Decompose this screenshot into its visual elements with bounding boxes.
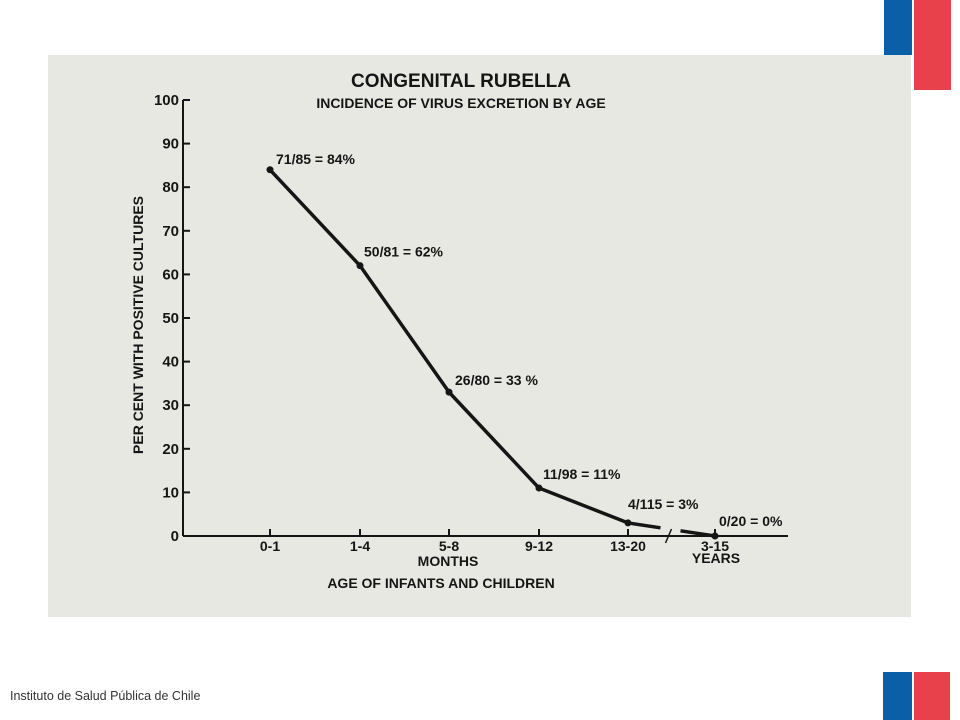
x-group-label-months: MONTHS	[418, 553, 479, 569]
y-tick-label: 50	[162, 310, 179, 327]
y-tick-label: 90	[162, 136, 179, 153]
data-label: 26/80 = 33 %	[455, 372, 538, 388]
y-tick-label: 30	[162, 397, 179, 414]
series-line-segment	[680, 529, 716, 538]
y-tick-label: 20	[162, 441, 179, 458]
y-tick-label: 70	[162, 223, 179, 240]
y-tick-label: 80	[162, 179, 179, 196]
data-label: 4/115 = 3%	[628, 496, 699, 512]
x-tick-label: 5-8	[439, 538, 459, 554]
y-tick-label: 100	[154, 92, 179, 109]
y-tick-label: 0	[171, 528, 179, 545]
data-point	[356, 262, 364, 270]
data-point	[711, 532, 719, 540]
chile-flag-bottom	[883, 672, 950, 720]
data-point	[266, 166, 274, 174]
line-chart: CONGENITAL RUBELLA INCIDENCE OF VIRUS EX…	[130, 71, 788, 591]
data-label: 50/81 = 62%	[364, 244, 444, 260]
y-tick-label: 60	[162, 266, 179, 283]
x-axis-title: AGE OF INFANTS AND CHILDREN	[327, 575, 554, 591]
data-point	[535, 484, 543, 492]
flag-blue-band	[883, 672, 912, 720]
series-line-segment	[627, 521, 661, 530]
chart-subtitle: INCIDENCE OF VIRUS EXCRETION BY AGE	[316, 95, 605, 111]
y-tick-label: 40	[162, 354, 179, 371]
flag-blue-band	[884, 0, 912, 55]
flag-red-band	[913, 672, 950, 720]
axis-break-mark	[664, 528, 673, 544]
y-tick-label: 10	[162, 484, 179, 501]
footer-institution: Instituto de Salud Pública de Chile	[10, 689, 201, 703]
data-label: 71/85 = 84%	[276, 151, 356, 167]
x-group-label-years: YEARS	[692, 550, 740, 566]
x-tick-label: 13-20	[610, 538, 646, 554]
data-point	[445, 388, 453, 396]
flag-red-band	[914, 0, 951, 90]
y-axis-title: PER CENT WITH POSITIVE CULTURES	[130, 196, 146, 454]
data-point	[624, 519, 632, 527]
x-tick-label: 0-1	[260, 538, 280, 554]
x-tick-label: 3-15	[701, 538, 729, 554]
chile-flag-top	[884, 0, 951, 90]
chart-title: CONGENITAL RUBELLA	[351, 71, 571, 92]
data-label: 11/98 = 11%	[543, 466, 621, 482]
chart-slide: CONGENITAL RUBELLA INCIDENCE OF VIRUS EX…	[48, 55, 911, 617]
x-tick-label: 9-12	[525, 538, 553, 554]
data-label: 0/20 = 0%	[719, 513, 783, 529]
x-tick-label: 1-4	[350, 538, 370, 554]
